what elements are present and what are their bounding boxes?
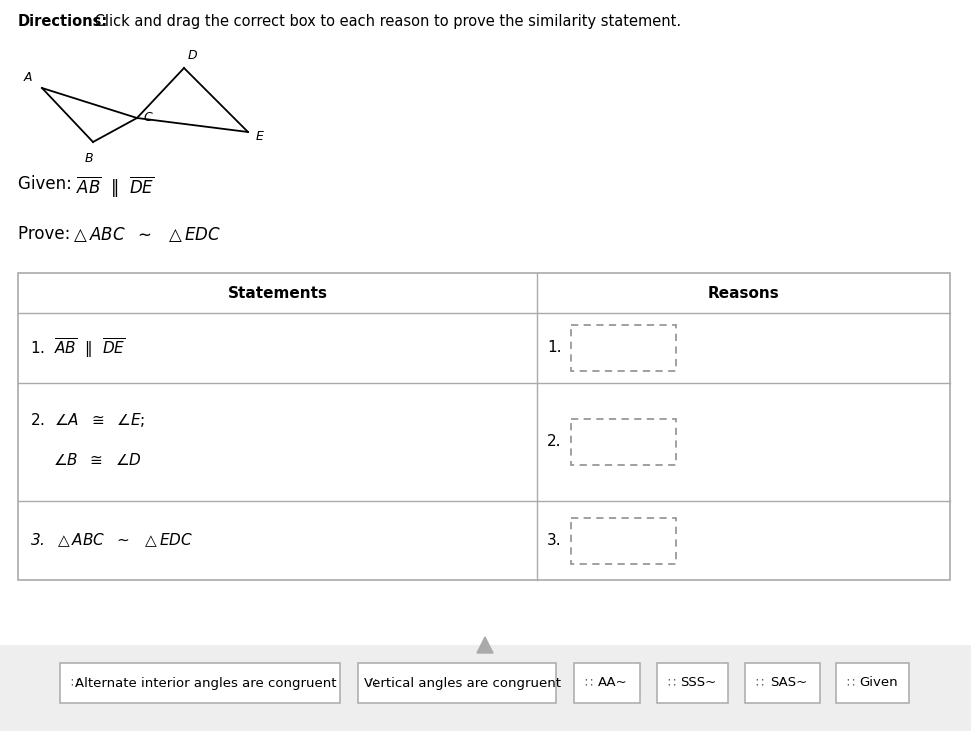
Text: Click and drag the correct box to each reason to prove the similarity statement.: Click and drag the correct box to each r… <box>90 14 681 29</box>
Text: ∷: ∷ <box>70 676 78 689</box>
Text: Reasons: Reasons <box>708 286 780 300</box>
Text: SSS~: SSS~ <box>681 676 717 689</box>
Polygon shape <box>477 637 493 653</box>
Text: $\overline{AB}$  $\|$  $\overline{DE}$: $\overline{AB}$ $\|$ $\overline{DE}$ <box>76 175 154 200</box>
Text: C: C <box>143 111 151 124</box>
Text: D: D <box>188 49 198 62</box>
Text: ∷: ∷ <box>368 676 376 689</box>
Text: $\triangle ABC$  $\sim$  $\triangle EDC$: $\triangle ABC$ $\sim$ $\triangle EDC$ <box>70 225 221 244</box>
Bar <box>657 663 728 703</box>
Text: Prove:: Prove: <box>18 225 81 243</box>
Bar <box>60 663 340 703</box>
Text: 3.: 3. <box>547 533 561 548</box>
Bar <box>18 273 950 580</box>
Text: $\angle B$  $\cong$  $\angle D$: $\angle B$ $\cong$ $\angle D$ <box>53 452 142 468</box>
Text: 2.  $\angle A$  $\cong$  $\angle E$;: 2. $\angle A$ $\cong$ $\angle E$; <box>30 411 145 429</box>
Text: Alternate interior angles are congruent: Alternate interior angles are congruent <box>75 676 337 689</box>
Text: Given:: Given: <box>18 175 77 193</box>
Text: E: E <box>256 129 264 143</box>
Bar <box>0 645 971 731</box>
Text: Directions:: Directions: <box>18 14 108 29</box>
Text: ∷: ∷ <box>755 676 763 689</box>
Text: A: A <box>23 71 32 84</box>
Text: ∷: ∷ <box>667 676 675 689</box>
Text: 1.: 1. <box>547 341 561 355</box>
Text: Given: Given <box>859 676 898 689</box>
Text: SAS~: SAS~ <box>770 676 807 689</box>
Text: 1.  $\overline{AB}$  $\|$  $\overline{DE}$: 1. $\overline{AB}$ $\|$ $\overline{DE}$ <box>30 336 125 360</box>
Text: ∷: ∷ <box>846 676 854 689</box>
Text: Statements: Statements <box>227 286 327 300</box>
Bar <box>574 663 640 703</box>
Text: 2.: 2. <box>547 434 561 450</box>
Text: 3.  $\triangle ABC$  $\sim$  $\triangle EDC$: 3. $\triangle ABC$ $\sim$ $\triangle EDC… <box>30 531 193 549</box>
Text: ∷: ∷ <box>584 676 592 689</box>
Bar <box>745 663 820 703</box>
Bar <box>836 663 909 703</box>
Bar <box>358 663 556 703</box>
Text: AA~: AA~ <box>598 676 628 689</box>
Text: B: B <box>85 152 93 165</box>
Text: Vertical angles are congruent: Vertical angles are congruent <box>364 676 561 689</box>
